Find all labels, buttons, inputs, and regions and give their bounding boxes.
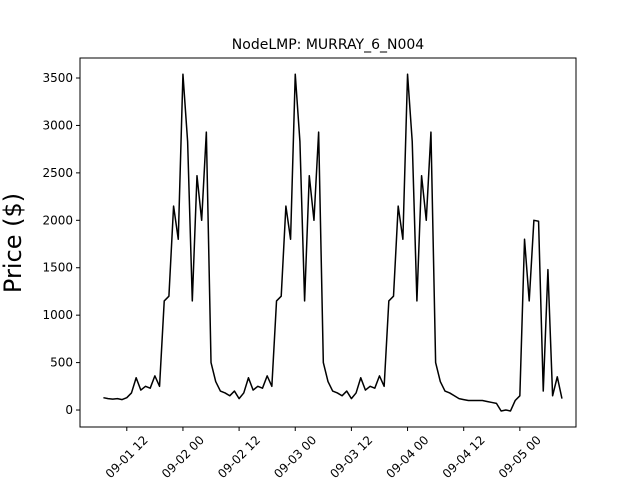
plot-frame <box>79 57 577 428</box>
y-tick-label: 2000 <box>42 213 73 227</box>
y-tick-label: 2500 <box>42 166 73 180</box>
x-tick-label: 09-01 12 <box>103 433 151 480</box>
y-tick-label: 3500 <box>42 71 73 85</box>
y-tick-label: 500 <box>50 356 73 370</box>
y-axis-label: Price ($) <box>0 193 27 293</box>
x-tick-label: 09-05 00 <box>496 433 544 480</box>
x-tick-label: 09-02 00 <box>159 433 207 480</box>
x-tick-label: 09-02 12 <box>215 433 263 480</box>
x-tick-label: 09-03 00 <box>271 433 319 480</box>
y-tick-label: 1000 <box>42 308 73 322</box>
price-line <box>103 73 563 412</box>
x-tick-label: 09-04 12 <box>440 433 488 480</box>
chart-title: NodeLMP: MURRAY_6_N004 <box>232 37 424 53</box>
x-tick-label: 09-03 12 <box>327 433 375 480</box>
y-tick-label: 1500 <box>42 261 73 275</box>
y-tick-label: 0 <box>65 403 73 417</box>
y-tick-label: 3000 <box>42 118 73 132</box>
x-tick-label: 09-04 00 <box>384 433 432 480</box>
